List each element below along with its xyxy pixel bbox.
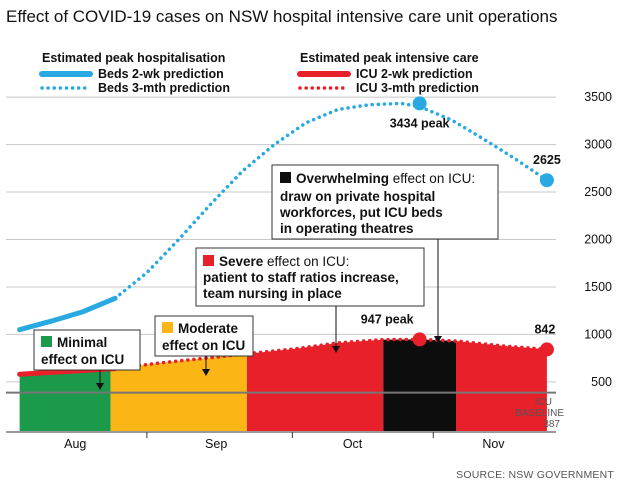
annotation-minimal-bold: Minimal [57, 335, 107, 350]
icu-baseline-label: ICU BASELINE 387 [515, 397, 564, 430]
annotation-overwhelming-rest: effect on ICU: [389, 171, 475, 186]
pointer-severe-head [332, 346, 340, 353]
peak-label-2: 947 peak [361, 312, 414, 326]
annotation-overwhelming-bold: Overwhelming [296, 171, 389, 186]
zone-severe-4 [456, 341, 547, 431]
svg-text:ICU: ICU [535, 397, 552, 408]
annotation-moderate-bold: Moderate [178, 321, 239, 336]
peak-marker-1 [539, 173, 554, 188]
svg-text:Overwhelming effect on ICU:: Overwhelming effect on ICU: [296, 171, 475, 186]
series-line-icu-3-mth-prediction [113, 337, 549, 371]
annotation-minimal: Minimal effect on ICU [33, 329, 141, 371]
peak-marker-3 [539, 342, 554, 357]
y-tick-500: 500 [591, 375, 612, 389]
annotation-overwhelming-line2: draw on private hospital [280, 189, 435, 204]
annotation-severe-swatch [203, 255, 214, 266]
annotation-severe-box [195, 247, 425, 307]
peak-label-0: 3434 peak [390, 116, 450, 130]
y-tick-2000: 2000 [584, 233, 612, 247]
peak-markers: 3434 peak 2625 947 peak 842 [361, 96, 561, 357]
svg-text:BASELINE: BASELINE [515, 408, 564, 419]
y-tick-1500: 1500 [584, 280, 612, 294]
y-tick-2500: 2500 [584, 185, 612, 199]
svg-text:Severe effect on ICU:: Severe effect on ICU: [219, 254, 349, 269]
legend-heading-hospitalisation: Estimated peak hospitalisation [42, 51, 225, 65]
legend-label-icu-2wk: ICU 2-wk prediction [356, 67, 473, 81]
legend-label-beds-2wk: Beds 2-wk prediction [98, 67, 224, 81]
peak-label-3: 842 [534, 322, 555, 336]
legend: Estimated peak hospitalisation Beds 2-wk… [39, 51, 479, 95]
annotation-severe-rest: effect on ICU: [263, 254, 349, 269]
pointer-moderate-head [202, 369, 210, 376]
zone-overwhelming-3 [383, 339, 456, 431]
effect-zones [6, 339, 556, 431]
legend-heading-icu: Estimated peak intensive care [300, 51, 479, 65]
peak-marker-0 [412, 96, 427, 111]
annotation-overwhelming-box [271, 164, 499, 240]
zone-severe-2 [246, 339, 384, 431]
y-tick-3500: 3500 [584, 90, 612, 104]
pointer-overwhelming-head [434, 336, 442, 343]
peak-label-1: 2625 [533, 153, 561, 167]
legend-label-icu-3mth: ICU 3-mth prediction [356, 81, 479, 95]
x-tick-oct: Oct [343, 437, 363, 451]
annotation-severe-line3: team nursing in place [203, 286, 342, 301]
annotation-severe-bold: Severe [219, 254, 264, 269]
annotation-overwhelming: Overwhelming effect on ICU: draw on priv… [271, 164, 499, 240]
y-tick-1000: 1000 [584, 327, 612, 341]
annotation-pointers [96, 239, 442, 390]
annotation-overwhelming-line3: workforces, put ICU beds [279, 205, 443, 220]
annotation-moderate-line2: effect on ICU [162, 338, 245, 353]
svg-text:387: 387 [543, 419, 560, 430]
annotation-severe-line2: patient to staff ratios increase, [203, 270, 399, 285]
pointer-minimal-head [96, 383, 104, 390]
annotation-moderate: Moderate effect on ICU [154, 315, 254, 357]
annotation-overwhelming-swatch [280, 172, 291, 183]
annotation-severe: Severe effect on ICU: patient to staff r… [195, 247, 425, 307]
source-note: SOURCE: NSW GOVERNMENT [456, 469, 614, 481]
legend-label-beds-3mth: Beds 3-mth prediction [98, 81, 230, 95]
x-tick-sep: Sep [205, 437, 227, 451]
annotation-overwhelming-line4: in operating theatres [280, 221, 414, 236]
chart-title: Effect of COVID-19 cases on NSW hospital… [6, 7, 558, 26]
annotation-moderate-swatch [162, 322, 173, 333]
annotation-minimal-line2: effect on ICU [41, 352, 124, 367]
x-tick-aug: Aug [64, 437, 86, 451]
y-tick-3000: 3000 [584, 138, 612, 152]
annotation-minimal-swatch [41, 336, 52, 347]
series-line-beds-2-wk-prediction [17, 295, 118, 333]
axes: Aug Sep Oct Nov [6, 431, 556, 451]
x-tick-nov: Nov [482, 437, 505, 451]
series-line-beds-3-mth-prediction [113, 101, 549, 301]
peak-marker-2 [412, 332, 427, 347]
zone-minimal-0 [19, 368, 111, 431]
